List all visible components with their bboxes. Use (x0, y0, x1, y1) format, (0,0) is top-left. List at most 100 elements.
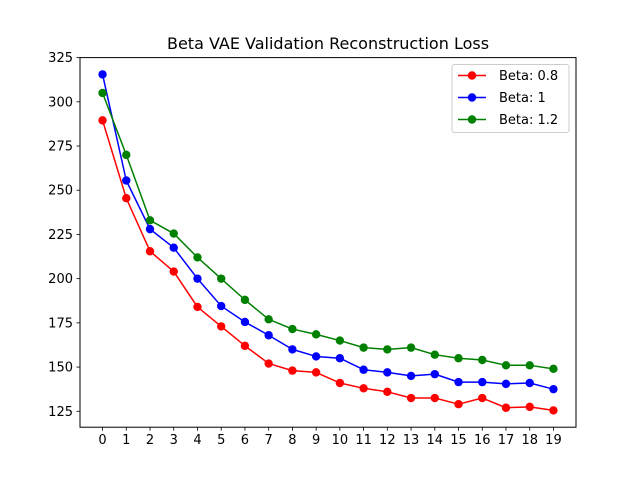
x-tick-label: 10 (332, 433, 349, 448)
data-point (311, 330, 321, 339)
y-tick-label: 200 (48, 272, 73, 287)
data-point (454, 377, 463, 387)
x-tick-label: 14 (427, 433, 444, 448)
data-point (217, 301, 226, 311)
data-point (311, 368, 321, 377)
data-point (335, 378, 345, 388)
data-point (122, 193, 131, 203)
data-point (264, 331, 273, 340)
legend-label: Beta: 1 (499, 91, 546, 106)
data-point (264, 359, 273, 368)
data-point (98, 116, 107, 125)
data-point (122, 176, 131, 185)
data-point (525, 402, 534, 412)
data-point (525, 378, 534, 388)
x-tick-label: 16 (474, 433, 491, 448)
plot-area: 0 1 2 3 4 5 6 7 8 9 10 11 12 13 14 15 16 17 18 191251501752… (48, 51, 562, 448)
y-tick-label: 275 (48, 140, 73, 155)
data-point (359, 343, 368, 352)
y-tick-label: 225 (48, 228, 73, 243)
legend-marker (467, 71, 477, 80)
legend-label: Beta: 1.2 (499, 113, 558, 128)
data-point (525, 361, 534, 370)
data-point (383, 387, 392, 397)
x-tick-label: 18 (521, 433, 538, 448)
data-point (193, 302, 202, 312)
series-line-0 (101, 120, 554, 412)
data-point (406, 343, 416, 352)
x-tick-label: 6 (241, 433, 249, 448)
y-tick-label: 150 (48, 361, 73, 376)
data-point (288, 366, 297, 375)
legend-marker (467, 115, 477, 124)
data-point (145, 247, 155, 256)
data-point (501, 379, 511, 389)
data-point (98, 88, 107, 98)
data-point (359, 384, 368, 393)
y-tick-label: 125 (48, 405, 73, 420)
data-point (406, 371, 416, 381)
data-point (501, 361, 511, 370)
data-point (383, 345, 392, 354)
x-tick-label: 7 (265, 433, 273, 448)
data-point (430, 393, 439, 403)
legend-label: Beta: 0.8 (499, 69, 558, 84)
x-tick-label: 17 (498, 433, 515, 448)
legend: Beta: 0.8 Beta: 1 Beta: 1.2 (451, 64, 570, 133)
data-point (454, 400, 463, 409)
data-point (406, 393, 416, 403)
data-point (549, 406, 558, 415)
data-point (335, 336, 345, 345)
data-point (240, 295, 250, 305)
y-tick-label: 300 (48, 95, 73, 110)
y-tick-label: 175 (48, 316, 73, 331)
y-tick-label: 325 (48, 51, 73, 66)
x-tick-label: 11 (355, 433, 372, 448)
legend-marker (467, 93, 477, 102)
data-point (478, 377, 487, 387)
y-tick-label: 250 (48, 184, 73, 199)
data-point (169, 243, 178, 252)
data-point (383, 368, 392, 377)
x-tick-label: 9 (312, 433, 320, 448)
data-point (501, 403, 511, 412)
x-tick-label: 8 (288, 433, 296, 448)
data-point (193, 274, 202, 283)
data-point (549, 384, 558, 394)
data-point (240, 341, 250, 351)
data-point (288, 345, 297, 354)
data-point (478, 393, 487, 403)
data-point (98, 70, 107, 79)
data-point (122, 150, 131, 160)
data-point (169, 229, 178, 238)
axes-frame (79, 57, 577, 428)
x-tick-label: 19 (545, 433, 562, 448)
data-point (145, 216, 155, 225)
data-point (240, 317, 250, 327)
data-point (169, 267, 178, 276)
x-tick-label: 13 (403, 433, 420, 448)
legend-box (451, 64, 570, 133)
data-point (288, 324, 297, 334)
data-point (430, 350, 439, 359)
x-tick-label: 4 (193, 433, 201, 448)
data-point (430, 369, 439, 379)
chart-title: Beta VAE Validation Reconstruction Loss (167, 34, 489, 53)
x-tick-label: 0 (98, 433, 106, 448)
data-point (549, 364, 558, 374)
data-point (217, 274, 226, 283)
data-point (264, 315, 273, 324)
x-tick-label: 3 (170, 433, 178, 448)
data-point (145, 224, 155, 234)
data-point (217, 322, 226, 331)
data-point (193, 253, 202, 262)
x-tick-label: 5 (217, 433, 225, 448)
series-line-2 (101, 92, 554, 370)
data-point (311, 352, 321, 361)
data-point (454, 354, 463, 363)
x-tick-label: 12 (379, 433, 396, 448)
data-point (335, 354, 345, 363)
x-tick-label: 2 (146, 433, 154, 448)
data-point (359, 365, 368, 374)
